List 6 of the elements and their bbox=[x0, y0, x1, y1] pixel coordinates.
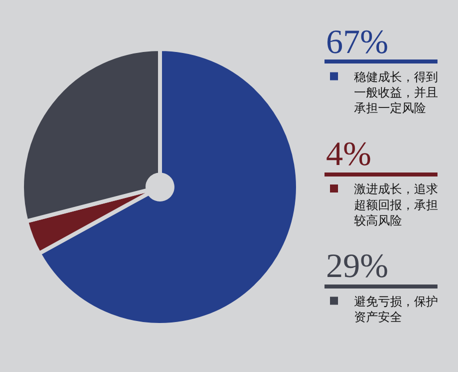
data-label: 29% bbox=[326, 248, 388, 285]
data-label: 67% bbox=[326, 24, 388, 61]
legend-label: 稳健成长，得到一般收益，并且承担一定风险 bbox=[354, 70, 438, 116]
legend-label: 激进成长，追求超额回报，承担较高风险 bbox=[354, 182, 438, 228]
legend-label: 避免亏损，保护资产安全 bbox=[354, 294, 438, 324]
data-label: 4% bbox=[326, 136, 372, 173]
